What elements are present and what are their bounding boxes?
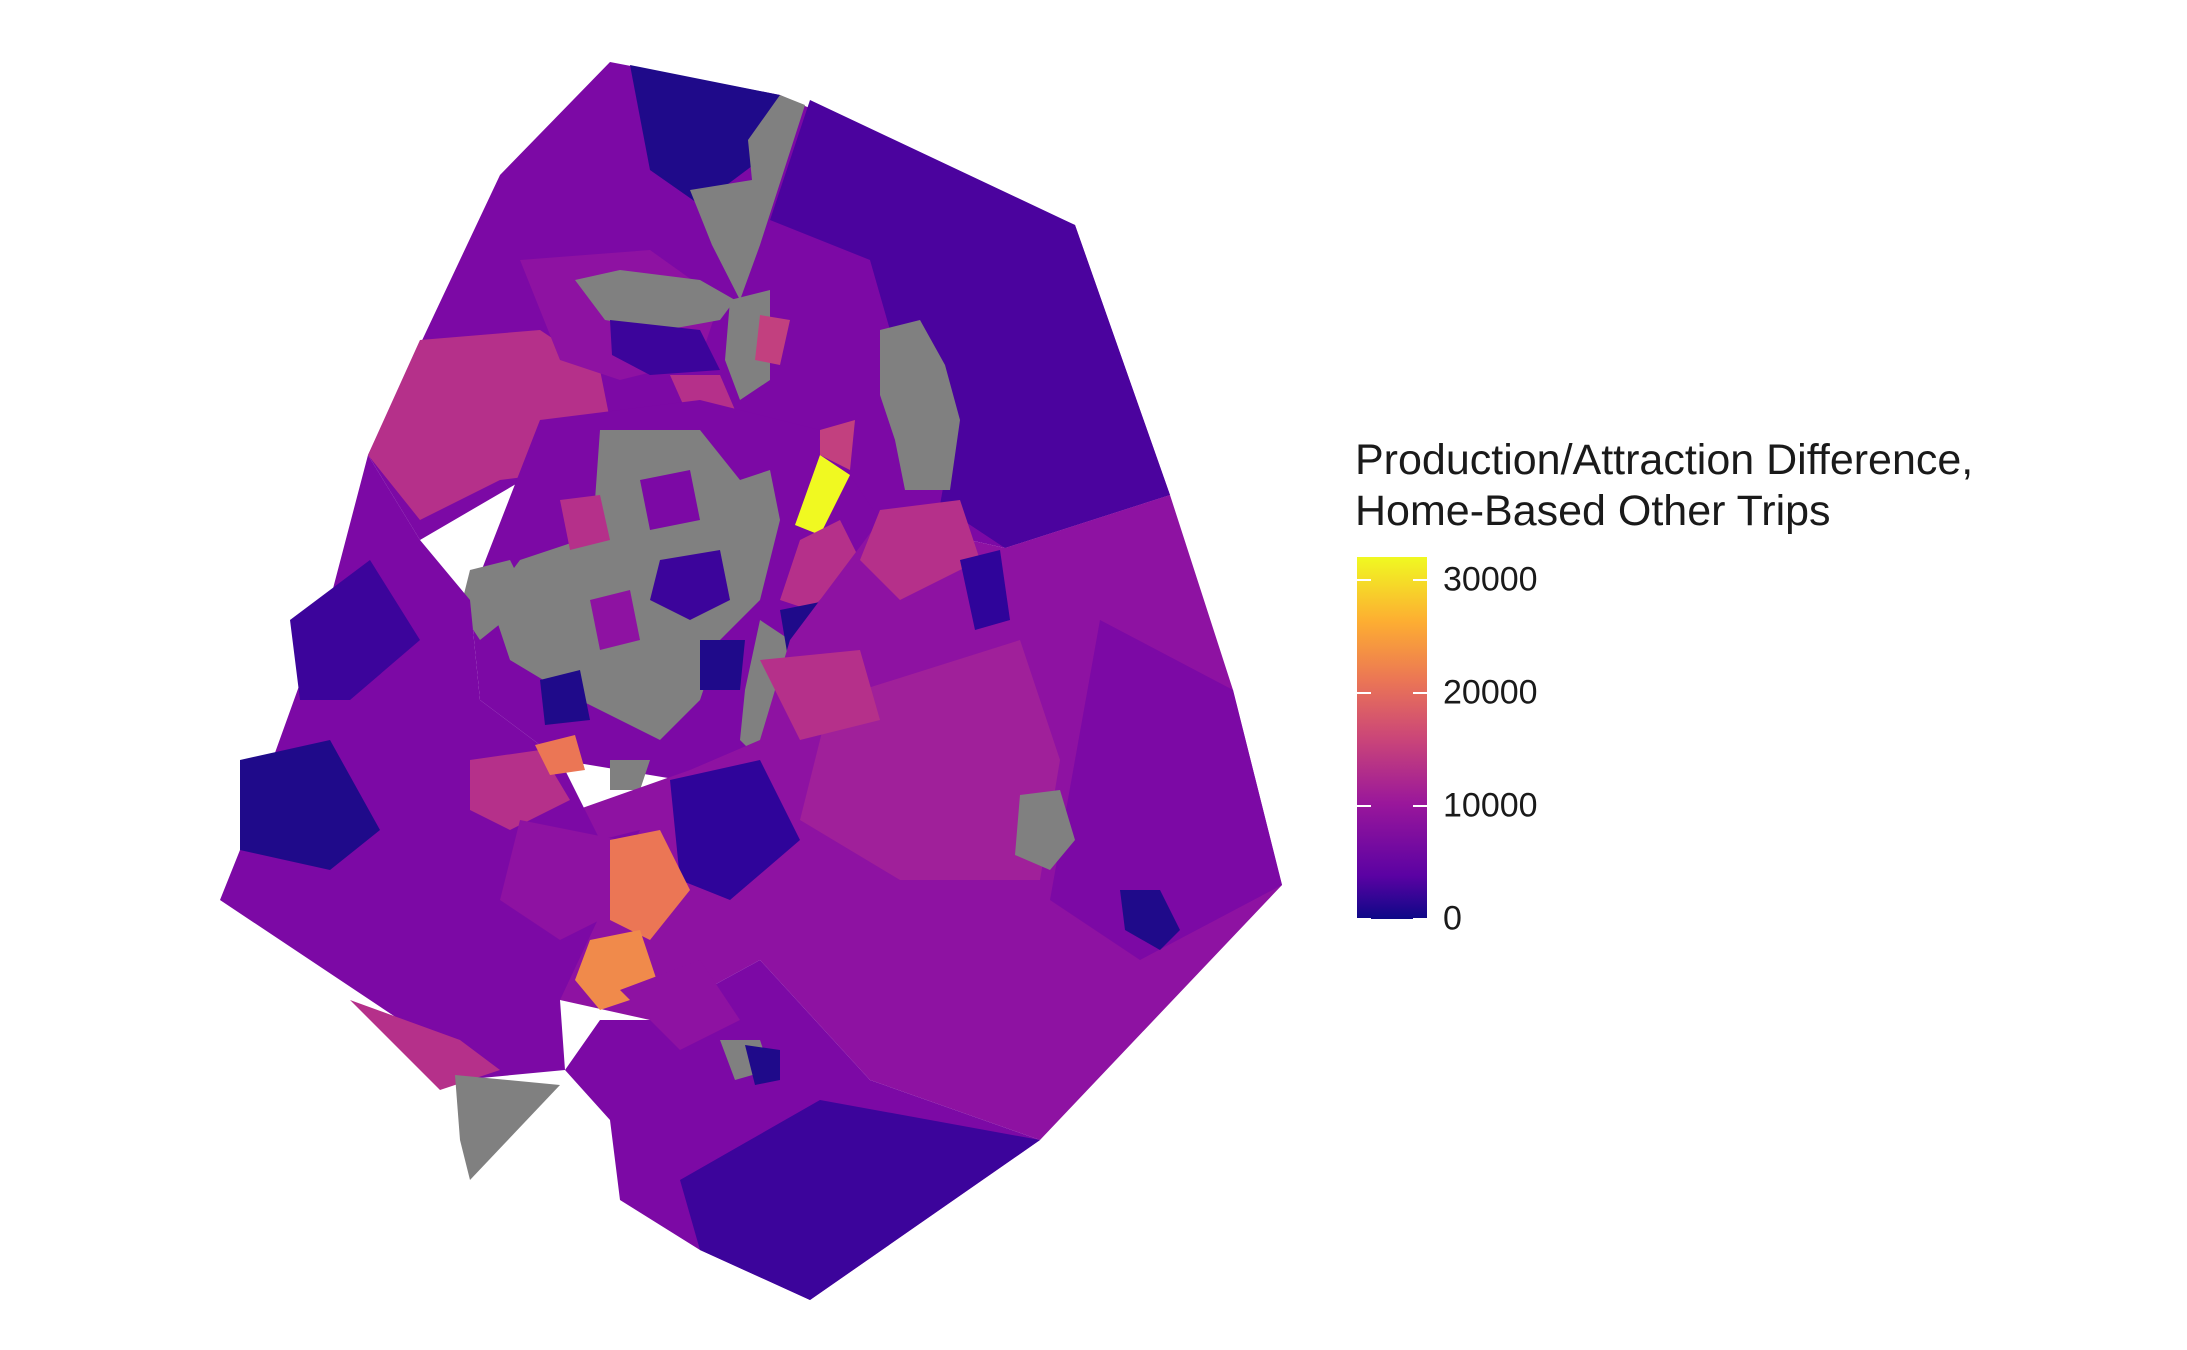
zone-gray-north-strip — [690, 95, 805, 300]
zone-sw-darkblue — [240, 740, 380, 870]
zone-sw-base — [220, 455, 640, 1080]
legend-title: Production/Attraction Difference, Home-B… — [1355, 435, 1973, 537]
legend-tick-mark — [1413, 578, 1427, 581]
zone-se-mag-center — [760, 650, 880, 740]
legend-tick-mark — [1357, 804, 1371, 807]
zone-se-purple-band — [1050, 620, 1282, 960]
zone-gray-se-blob — [1015, 790, 1075, 870]
zone-core-dark2 — [700, 640, 745, 690]
zone-mag-east-core — [820, 420, 855, 470]
zone-core-dark1 — [650, 550, 730, 620]
zone-gray-nc1 — [575, 270, 735, 330]
zone-gray-sw-tip — [455, 1075, 560, 1180]
zone-se-magenta-east — [860, 500, 980, 600]
legend-tick-mark — [1413, 804, 1427, 807]
region-southwest — [220, 455, 640, 1090]
legend-tick-label: 10000 — [1443, 786, 1538, 825]
legend-tick-mark — [1413, 918, 1427, 920]
zone-ne-dark — [770, 100, 1170, 548]
map-legend: Production/Attraction Difference, Home-B… — [1355, 435, 1973, 938]
legend-tick-mark — [1413, 691, 1427, 694]
zone-core-dark3 — [540, 670, 590, 725]
zone-gray-center-east — [740, 620, 790, 770]
zone-se-dark-pocket — [960, 550, 1010, 630]
zone-n-dark2 — [610, 320, 720, 375]
legend-tick-mark — [1357, 918, 1371, 920]
zone-core-mag — [560, 495, 610, 550]
zone-gray-sw-core — [460, 560, 530, 640]
zone-sw-mag — [470, 750, 570, 830]
zone-sw-dark2 — [290, 560, 420, 700]
region-south — [455, 830, 1040, 1300]
region-central — [460, 400, 880, 790]
legend-tick-mark — [1357, 578, 1371, 581]
legend-tick-label: 30000 — [1443, 560, 1538, 599]
legend-body: 0 10000 20000 30000 — [1355, 557, 1655, 938]
legend-tick-label: 20000 — [1443, 673, 1538, 712]
zone-sw-purple — [500, 820, 640, 940]
zone-se-dark-blob — [1120, 890, 1180, 950]
legend-tick-label: 0 — [1443, 899, 1462, 938]
zone-s-dark-band — [680, 1100, 1040, 1300]
zone-orange-large — [610, 830, 690, 940]
zone-orange-small — [535, 735, 585, 775]
zone-s-dark-blob — [745, 1045, 780, 1085]
zone-s-mag — [620, 960, 740, 1050]
zone-mag-east-strip — [780, 520, 860, 610]
legend-title-line1: Production/Attraction Difference, — [1355, 436, 1974, 484]
legend-colorbar — [1357, 557, 1427, 919]
zone-yellow-hotspot — [795, 455, 850, 535]
zone-n-top-dark — [630, 65, 780, 205]
zone-se-dark-center — [670, 760, 800, 900]
zone-core-purple2 — [590, 590, 640, 650]
legend-tick-mark — [1357, 691, 1371, 694]
zone-gray-nc2 — [725, 290, 770, 400]
legend-title-line2: Home-Based Other Trips — [1355, 487, 1831, 535]
zone-gray-ne — [880, 320, 960, 490]
zone-mag-n1 — [755, 315, 790, 365]
zone-gray-south-core — [610, 760, 650, 790]
zone-sw-mag-south — [350, 1000, 500, 1090]
zone-core-purple1 — [640, 470, 700, 530]
